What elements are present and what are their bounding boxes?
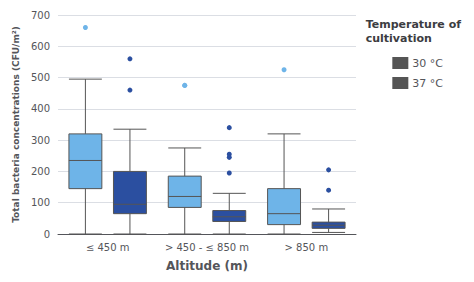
- svg-text:Altitude (m): Altitude (m): [166, 259, 248, 273]
- svg-text:100: 100: [31, 197, 50, 208]
- svg-text:> 450 - ≤ 850 m: > 450 - ≤ 850 m: [165, 242, 249, 253]
- svg-text:400: 400: [31, 103, 50, 114]
- svg-text:0: 0: [44, 229, 50, 240]
- svg-text:600: 600: [31, 41, 50, 52]
- svg-text:700: 700: [31, 10, 50, 21]
- svg-text:300: 300: [31, 135, 50, 146]
- svg-text:200: 200: [31, 166, 50, 177]
- svg-text:500: 500: [31, 72, 50, 83]
- svg-text:cultivation: cultivation: [366, 32, 432, 45]
- svg-text:37 °C: 37 °C: [412, 77, 443, 90]
- svg-text:30 °C: 30 °C: [412, 57, 443, 70]
- svg-text:Total bacteria concentrations: Total bacteria concentrations (CFU/m²): [11, 26, 21, 223]
- svg-text:> 850 m: > 850 m: [285, 242, 329, 253]
- svg-text:Temperature of: Temperature of: [366, 18, 462, 31]
- svg-text:≤ 450 m: ≤ 450 m: [86, 242, 130, 253]
